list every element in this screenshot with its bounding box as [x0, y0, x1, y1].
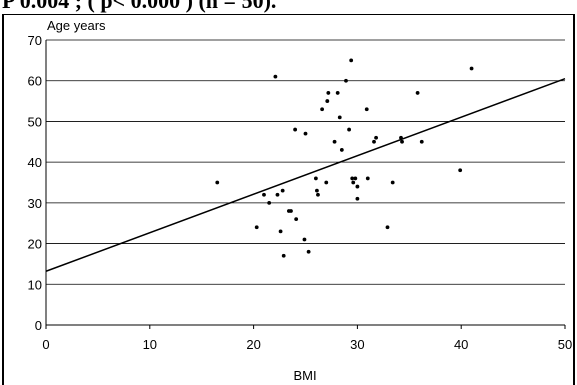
- data-point: [349, 58, 354, 63]
- data-point: [306, 249, 311, 254]
- data-point: [365, 176, 370, 181]
- data-point: [313, 176, 318, 181]
- data-point: [339, 148, 344, 152]
- regression-line: [45, 77, 566, 272]
- tick-labels: 0 10 20 30 40 50 60 70 0 10 20 30 40 50: [28, 33, 573, 352]
- data-point: [326, 91, 331, 95]
- data-point: [332, 139, 337, 144]
- grid-lines: [46, 39, 565, 285]
- y-tick-label: 10: [28, 277, 42, 292]
- data-point: [364, 107, 369, 112]
- data-point: [347, 127, 351, 132]
- data-point: [335, 91, 340, 95]
- data-point: [262, 192, 266, 197]
- data-point: [415, 91, 420, 95]
- data-point: [289, 209, 293, 213]
- data-point: [275, 192, 280, 197]
- data-point: [350, 176, 355, 181]
- x-tick-label: 10: [143, 337, 157, 352]
- data-point: [374, 135, 378, 140]
- data-point: [280, 188, 285, 193]
- y-axis-label: Age years: [47, 18, 106, 33]
- data-point: [344, 78, 348, 83]
- y-tick-label: 20: [28, 237, 42, 252]
- data-point: [399, 135, 403, 140]
- data-point: [278, 229, 283, 234]
- data-point: [372, 139, 376, 144]
- data-point: [293, 127, 298, 132]
- caption-fragment: P 0.004 ; ( p< 0.000 ) (n = 50).: [0, 0, 577, 14]
- y-tick-label: 70: [28, 33, 42, 48]
- y-tick-label: 50: [28, 114, 42, 129]
- y-tick-label: 0: [35, 318, 42, 333]
- data-point: [337, 115, 342, 120]
- data-point: [355, 196, 360, 201]
- data-point: [267, 200, 272, 205]
- data-point: [315, 188, 319, 193]
- data-points: [215, 58, 474, 258]
- data-point: [458, 168, 463, 173]
- x-tick-label: 0: [42, 337, 49, 352]
- data-point: [385, 225, 390, 230]
- data-point: [390, 180, 395, 185]
- caption-text: P 0.004 ; ( p< 0.000 ) (n = 50).: [2, 0, 277, 13]
- data-point: [400, 139, 404, 144]
- y-tick-label: 40: [28, 155, 42, 170]
- data-point: [302, 237, 307, 242]
- x-tick-label: 20: [246, 337, 260, 352]
- x-tick-label: 30: [350, 337, 364, 352]
- data-point: [294, 217, 299, 222]
- data-point: [215, 180, 220, 185]
- y-tick-label: 30: [28, 196, 42, 211]
- data-point: [324, 180, 329, 185]
- figure-frame: [2, 14, 575, 385]
- data-point: [351, 180, 356, 185]
- data-point: [320, 107, 325, 112]
- data-point: [281, 253, 286, 258]
- data-point: [316, 192, 320, 197]
- x-tick-label: 50: [558, 337, 572, 352]
- axes: [45, 40, 566, 329]
- x-tick-label: 40: [454, 337, 468, 352]
- data-point: [273, 74, 278, 79]
- data-point: [303, 131, 308, 136]
- data-point: [419, 139, 424, 144]
- data-point: [325, 99, 330, 103]
- data-point: [254, 225, 259, 230]
- x-axis-label: BMI: [293, 368, 316, 383]
- data-point: [353, 176, 358, 181]
- data-point: [469, 66, 474, 71]
- y-tick-label: 60: [28, 74, 42, 89]
- data-point: [355, 184, 360, 189]
